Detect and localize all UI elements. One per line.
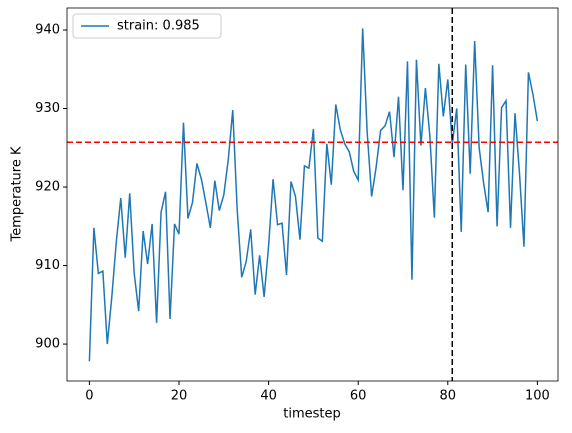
plot-frame	[66, 7, 559, 382]
x-tick-label: 20	[171, 389, 188, 404]
data-line	[88, 28, 539, 362]
legend-box	[72, 13, 222, 39]
x-tick-label: 0	[85, 389, 93, 404]
y-tick-label: 930	[35, 101, 60, 116]
y-tick-label: 900	[35, 337, 60, 352]
y-tick-label: 920	[35, 180, 60, 195]
x-tick-label: 40	[260, 389, 277, 404]
x-axis-label: timestep	[283, 407, 341, 422]
y-tick-label: 910	[35, 258, 60, 273]
y-tick-label: 940	[35, 22, 60, 37]
y-axis-label: Temperature K	[10, 146, 25, 242]
legend-label: strain: 0.985	[117, 19, 200, 34]
x-tick-label: 60	[350, 389, 367, 404]
x-tick-label: 100	[525, 389, 550, 404]
x-tick-label: 80	[440, 389, 457, 404]
